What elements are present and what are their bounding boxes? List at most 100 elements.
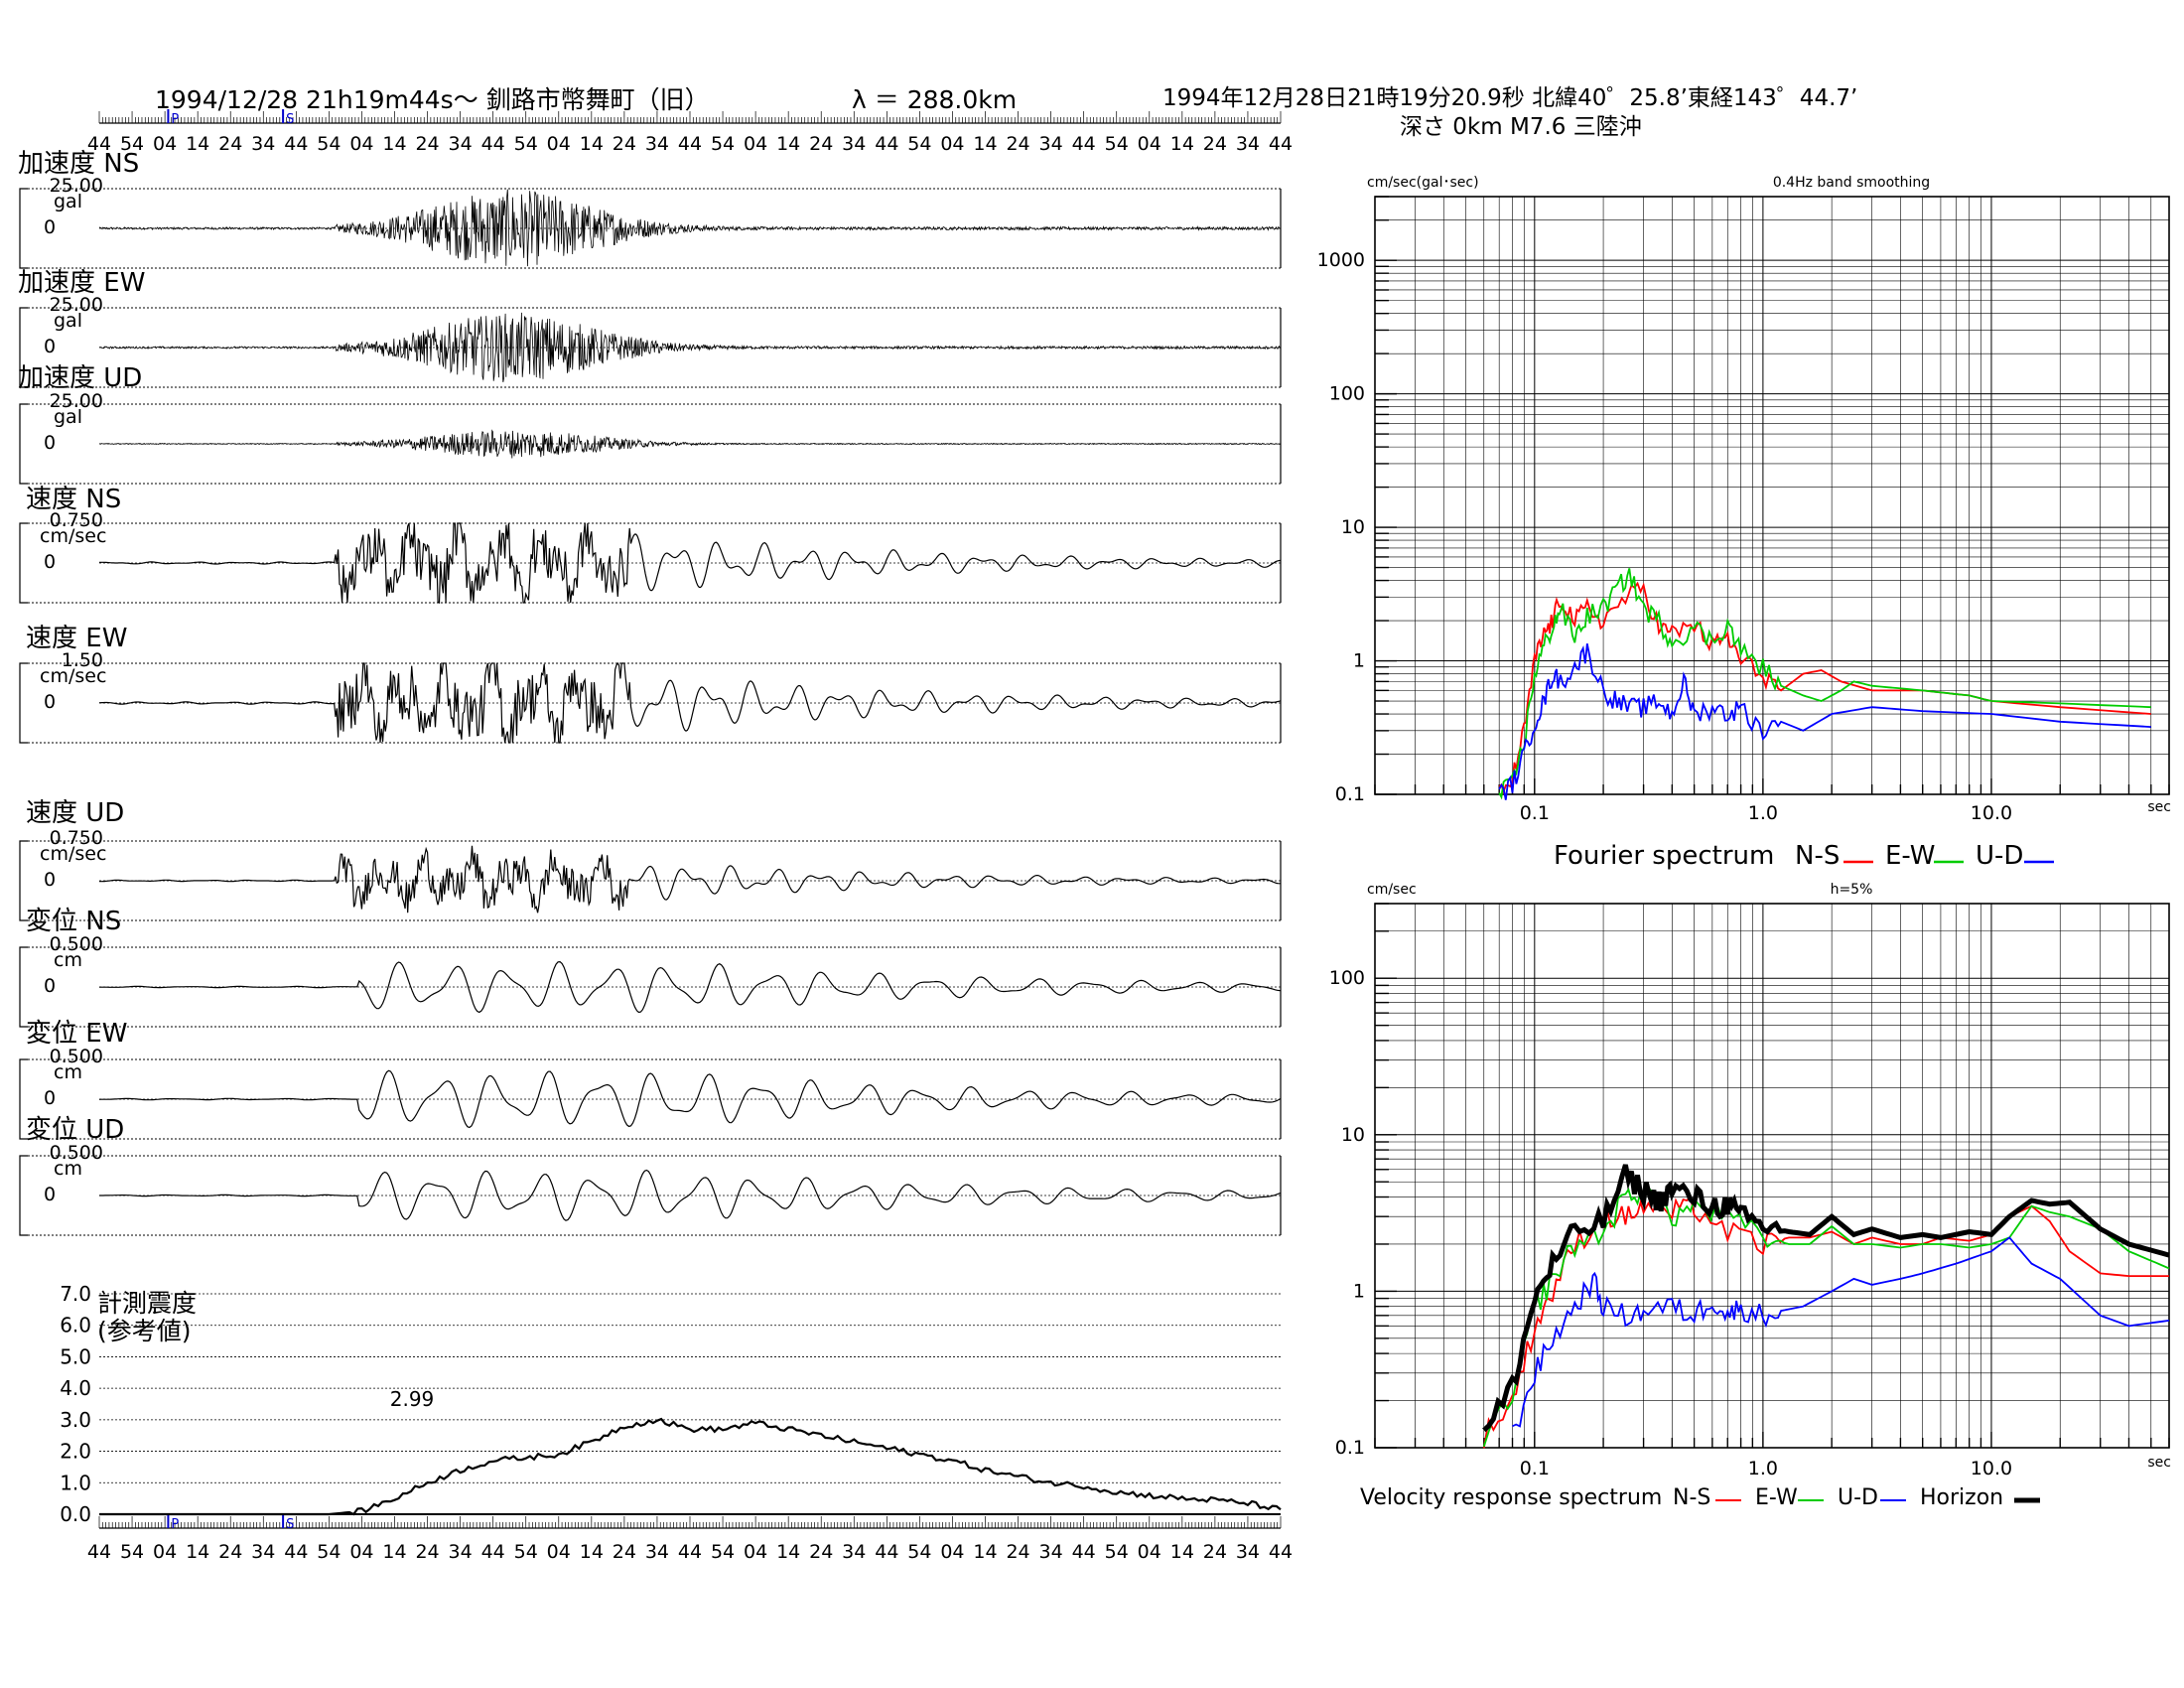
y-tick-label: 100 [1329, 967, 1365, 989]
time-tick-label: 14 [776, 133, 800, 155]
time-tick-label: 34 [1236, 133, 1260, 155]
intensity-tick-label: 4.0 [60, 1376, 91, 1400]
legend-entry: N-S [1673, 1485, 1710, 1510]
waveform-unit: cm [54, 949, 82, 971]
waveform-unit: cm [54, 1158, 82, 1180]
series-line-n-s [1498, 581, 2151, 795]
intensity-time-label: 44 [1269, 1541, 1293, 1563]
time-tick-label: 54 [514, 133, 538, 155]
intensity-time-label: 44 [87, 1541, 111, 1563]
y-tick-label: 0.1 [1335, 783, 1365, 805]
intensity-time-label: 54 [120, 1541, 144, 1563]
time-tick-label: 04 [349, 133, 373, 155]
waveform-trace [99, 312, 1282, 382]
time-tick-label: 24 [218, 133, 242, 155]
waveform-label: 変位 EW [26, 1019, 128, 1049]
intensity-time-label: 14 [580, 1541, 604, 1563]
time-tick-label: 34 [449, 133, 473, 155]
waveform-unit: cm [54, 1061, 82, 1083]
waveform-panel [19, 1155, 1282, 1236]
time-tick-label: 04 [940, 133, 964, 155]
time-tick-label: 14 [580, 133, 604, 155]
series-line-horizon [1482, 1164, 2170, 1433]
panel-bracket [19, 307, 28, 388]
series-line-n-s [1482, 1195, 2169, 1449]
time-tick-label: 44 [284, 133, 308, 155]
waveform-unit: cm/sec [40, 665, 107, 687]
s-arrival-label: S [286, 112, 294, 127]
waveform-trace [98, 522, 1281, 605]
y-tick-label: 1000 [1317, 249, 1365, 271]
fourier-spectrum-chart: 1000 100 10 1 0.1 0.1 1.0 10.0 sec cm/sec(gal･sec… [1317, 175, 2171, 871]
x-tick-label: 0.1 [1520, 802, 1550, 824]
intensity-time-label: 44 [1072, 1541, 1096, 1563]
waveform-panel [19, 188, 1282, 269]
y-tick-label: 100 [1329, 383, 1365, 405]
waveform-trace [98, 845, 1282, 914]
intensity-time-label: 34 [1236, 1541, 1260, 1563]
time-tick-label: 24 [415, 133, 439, 155]
intensity-time-label: 54 [711, 1541, 735, 1563]
time-tick-label: 04 [547, 133, 571, 155]
waveform-scale: 25.00 [49, 175, 103, 197]
intensity-label: 計測震度 [97, 1289, 198, 1318]
intensity-time-label: 04 [349, 1541, 373, 1563]
intensity-tick-label: 1.0 [60, 1471, 91, 1494]
velocity-response-chart: 100 10 1 0.1 0.1 1.0 10.0 sec cm/sec h=5% Velocity… [1329, 882, 2171, 1510]
time-tick-label: 24 [1006, 133, 1029, 155]
plot-frame [1374, 196, 2170, 795]
series-line-e-w [1498, 568, 2151, 800]
waveform-label: 変位 NS [26, 907, 122, 936]
waveform-trace [98, 429, 1282, 459]
time-axis-top: 44 54 04 14 24 34 44 54 04 14 24 34 44 54 04 14 24 34 44 54… [87, 109, 1293, 155]
time-tick-label: 44 [1072, 133, 1096, 155]
waveform-unit: gal [54, 406, 82, 428]
y-tick-label: 10 [1341, 516, 1365, 538]
record-title: 1994/12/28 21h19m44s〜 釧路市幣舞町（旧） [155, 85, 710, 114]
waveform-panel [19, 946, 1282, 1028]
time-tick-label: 34 [1039, 133, 1063, 155]
waveform-scale: 1.50 [61, 649, 103, 671]
intensity-time-label: 04 [153, 1541, 177, 1563]
waveform-label: 速度 NS [26, 485, 122, 514]
intensity-time-label: 44 [678, 1541, 702, 1563]
intensity-time-label: 24 [1203, 1541, 1227, 1563]
intensity-time-label: 34 [1039, 1541, 1063, 1563]
chart-subtitle: 0.4Hz band smoothing [1773, 175, 1930, 191]
y-tick-label: 10 [1341, 1124, 1365, 1146]
time-tick-label: 14 [186, 133, 209, 155]
x-tick-label: 0.1 [1520, 1458, 1550, 1479]
waveform-label: 速度 UD [26, 798, 125, 828]
y-unit-label: cm/sec [1367, 882, 1417, 898]
intensity-time-label: 24 [1006, 1541, 1029, 1563]
legend-entry: U-D [1976, 841, 2023, 871]
waveform-unit: cm/sec [40, 525, 107, 547]
intensity-tick-label: 3.0 [60, 1408, 91, 1432]
x-tick-label: 1.0 [1748, 802, 1778, 824]
waveform-panel [19, 1058, 1282, 1140]
waveform-zero: 0 [44, 975, 57, 997]
waveform-trace [99, 960, 1282, 1014]
waveform-unit: gal [54, 191, 82, 212]
waveform-zero: 0 [44, 691, 57, 713]
waveform-trace [99, 1169, 1282, 1221]
time-tick-label: 54 [317, 133, 341, 155]
waveform-zero: 0 [44, 1087, 57, 1109]
intensity-time-label: 14 [973, 1541, 997, 1563]
intensity-tick-label: 7.0 [60, 1282, 91, 1306]
intensity-curve [99, 1417, 1282, 1516]
legend-title: Velocity response spectrum [1360, 1485, 1662, 1510]
waveform-panel [19, 403, 1282, 485]
intensity-time-label: 14 [776, 1541, 800, 1563]
time-tick-label: 44 [875, 133, 898, 155]
event-info-line1: 1994年12月28日21時19分20.9秒 北緯40゜25.8’東経143゜4… [1162, 85, 1858, 111]
intensity-tick-label: 6.0 [60, 1314, 91, 1337]
intensity-time-label: 04 [547, 1541, 571, 1563]
waveform-label: 加速度 NS [18, 149, 140, 179]
waveform-scale: 0.750 [49, 509, 103, 531]
waveform-scale: 25.00 [49, 390, 103, 412]
y-tick-label: 1 [1353, 1280, 1365, 1302]
plot-frame [1374, 903, 2170, 1449]
waveform-zero: 0 [44, 336, 57, 357]
p-arrival-label: P [171, 1517, 179, 1532]
